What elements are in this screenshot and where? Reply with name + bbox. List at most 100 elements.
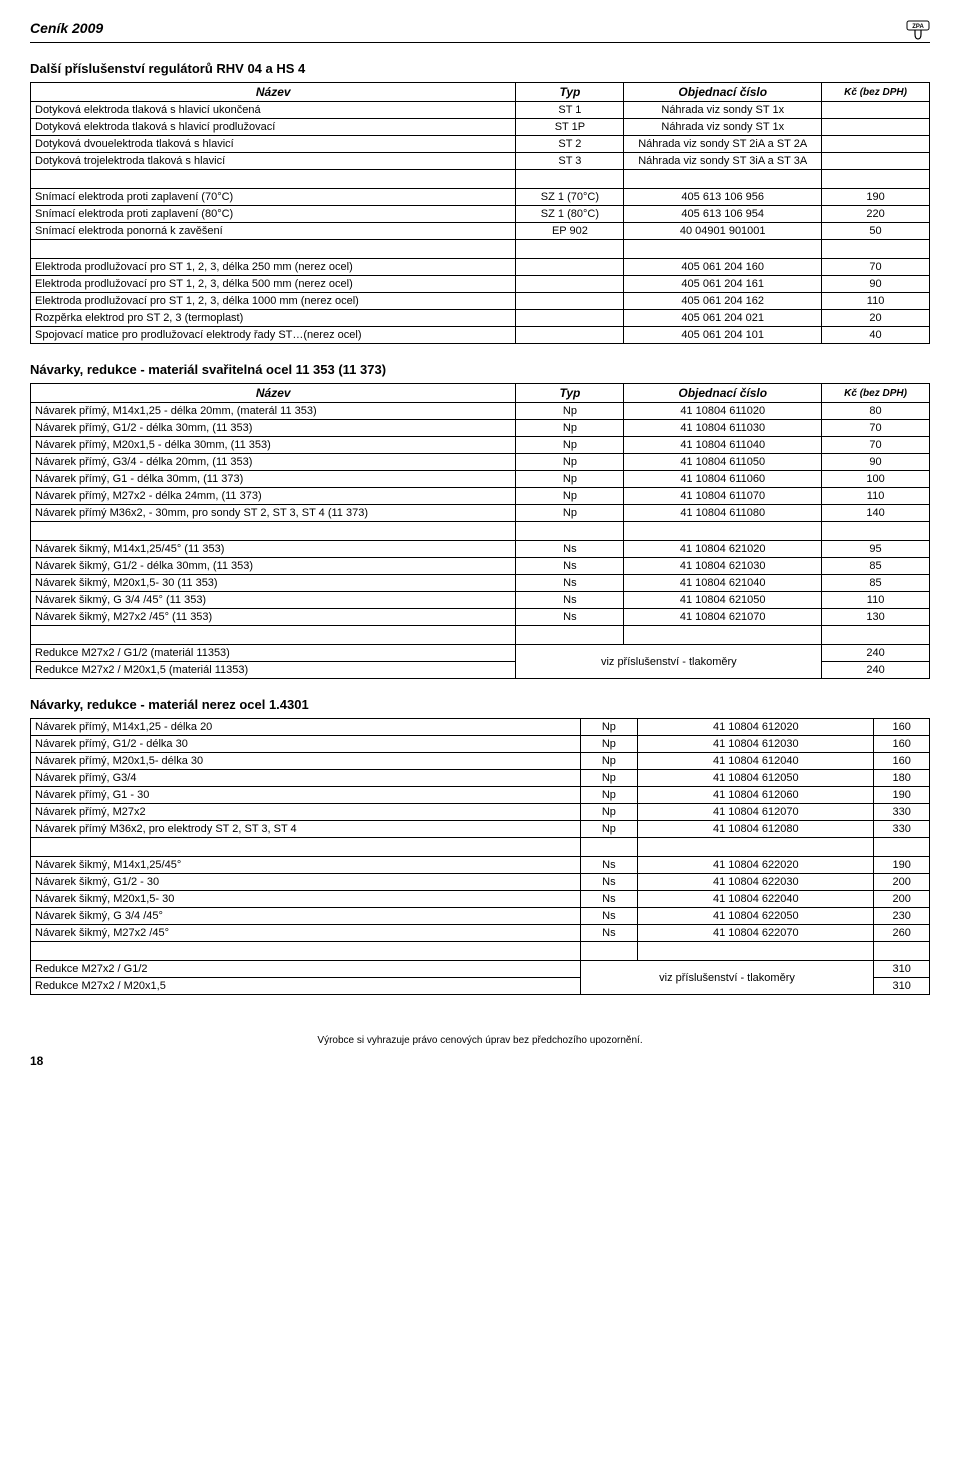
code-cell: 41 10804 611080: [624, 505, 822, 522]
name-cell: Návarek šikmý, M27x2 /45°: [31, 925, 581, 942]
page-header: Ceník 2009 ZPA: [30, 20, 930, 43]
name-cell: Návarek přímý, G3/4: [31, 770, 581, 787]
code-cell: 41 10804 622030: [638, 874, 874, 891]
blank-cell: [516, 240, 624, 259]
table-row: Návarek šikmý, G 3/4 /45° (11 353)Ns41 1…: [31, 592, 930, 609]
type-cell: Np: [516, 505, 624, 522]
code-cell: Náhrada viz sondy ST 1x: [624, 119, 822, 136]
name-cell: Elektroda prodlužovací pro ST 1, 2, 3, d…: [31, 259, 516, 276]
blank-cell: [624, 522, 822, 541]
section3-table: Návarek přímý, M14x1,25 - délka 20Np41 1…: [30, 718, 930, 995]
price-cell: 330: [874, 804, 930, 821]
blank-cell: [874, 942, 930, 961]
name-cell: Návarek přímý, M20x1,5 - délka 30mm, (11…: [31, 437, 516, 454]
blank-cell: [822, 170, 930, 189]
blank-cell: [31, 942, 581, 961]
blank-cell: [822, 522, 930, 541]
code-cell: 41 10804 622040: [638, 891, 874, 908]
type-cell: Np: [516, 437, 624, 454]
name-cell: Návarek šikmý, G 3/4 /45°: [31, 908, 581, 925]
name-cell: Redukce M27x2 / G1/2: [31, 961, 581, 978]
table-row: Elektroda prodlužovací pro ST 1, 2, 3, d…: [31, 276, 930, 293]
blank-cell: [580, 838, 638, 857]
type-cell: Ns: [516, 592, 624, 609]
code-cell: 405 061 204 161: [624, 276, 822, 293]
price-cell: 240: [822, 645, 930, 662]
table-row: Návarek šikmý, M14x1,25/45°Ns41 10804 62…: [31, 857, 930, 874]
blank-cell: [822, 626, 930, 645]
type-cell: Ns: [580, 908, 638, 925]
price-cell: 220: [822, 206, 930, 223]
blank-cell: [624, 170, 822, 189]
table-row: Redukce M27x2 / G1/2 (materiál 11353)viz…: [31, 645, 930, 662]
code-cell: Náhrada viz sondy ST 3iA a ST 3A: [624, 153, 822, 170]
name-cell: Návarek šikmý, M20x1,5- 30: [31, 891, 581, 908]
code-cell: 41 10804 621070: [624, 609, 822, 626]
type-cell: Np: [516, 420, 624, 437]
table-row: [31, 626, 930, 645]
table-row: Návarek přímý, G3/4 - délka 20mm, (11 35…: [31, 454, 930, 471]
table-row: Návarek přímý, M27x2 - délka 24mm, (11 3…: [31, 488, 930, 505]
table-row: [31, 240, 930, 259]
code-cell: 41 10804 611030: [624, 420, 822, 437]
name-cell: Návarek přímý, G1/2 - délka 30mm, (11 35…: [31, 420, 516, 437]
price-cell: 20: [822, 310, 930, 327]
price-cell: 110: [822, 592, 930, 609]
code-cell: 41 10804 621040: [624, 575, 822, 592]
type-cell: Np: [580, 719, 638, 736]
name-cell: Redukce M27x2 / G1/2 (materiál 11353): [31, 645, 516, 662]
code-cell: 40 04901 901001: [624, 223, 822, 240]
blank-cell: [638, 942, 874, 961]
type-cell: Np: [516, 488, 624, 505]
type-cell: Ns: [516, 609, 624, 626]
price-cell: 240: [822, 662, 930, 679]
name-cell: Návarek šikmý, M14x1,25/45°: [31, 857, 581, 874]
name-cell: Dotyková dvouelektroda tlaková s hlavicí: [31, 136, 516, 153]
svg-text:ZPA: ZPA: [912, 24, 924, 30]
price-cell: 80: [822, 403, 930, 420]
code-cell: 41 10804 612060: [638, 787, 874, 804]
type-cell: Ns: [580, 891, 638, 908]
name-cell: Návarek přímý, G1 - délka 30mm, (11 373): [31, 471, 516, 488]
name-cell: Návarek šikmý, M27x2 /45° (11 353): [31, 609, 516, 626]
price-cell: 50: [822, 223, 930, 240]
name-cell: Návarek přímý M36x2, - 30mm, pro sondy S…: [31, 505, 516, 522]
code-cell: 41 10804 611060: [624, 471, 822, 488]
price-cell: 70: [822, 437, 930, 454]
type-cell: [516, 259, 624, 276]
table-row: Návarek šikmý, G 3/4 /45°Ns41 10804 6220…: [31, 908, 930, 925]
type-cell: [516, 327, 624, 344]
table-row: Dotyková trojelektroda tlaková s hlavicí…: [31, 153, 930, 170]
type-cell: Np: [516, 471, 624, 488]
type-cell: ST 3: [516, 153, 624, 170]
code-cell: 405 061 204 101: [624, 327, 822, 344]
footnote: Výrobce si vyhrazuje právo cenových úpra…: [30, 1035, 930, 1046]
table-row: [31, 522, 930, 541]
table-row: Snímací elektroda proti zaplavení (80°C)…: [31, 206, 930, 223]
type-cell: SZ 1 (80°C): [516, 206, 624, 223]
name-cell: Dotyková elektroda tlaková s hlavicí uko…: [31, 102, 516, 119]
type-cell: SZ 1 (70°C): [516, 189, 624, 206]
blank-cell: [31, 170, 516, 189]
col-price-header: Kč (bez DPH): [822, 384, 930, 403]
price-cell: 85: [822, 558, 930, 575]
type-cell: Ns: [580, 925, 638, 942]
name-cell: Návarek přímý, G1/2 - délka 30: [31, 736, 581, 753]
name-cell: Návarek šikmý, M20x1,5- 30 (11 353): [31, 575, 516, 592]
table-row: Návarek přímý, G3/4Np41 10804 612050180: [31, 770, 930, 787]
table-row: Elektroda prodlužovací pro ST 1, 2, 3, d…: [31, 293, 930, 310]
blank-cell: [624, 626, 822, 645]
type-cell: EP 902: [516, 223, 624, 240]
table-row: Návarek přímý, G1/2 - délka 30mm, (11 35…: [31, 420, 930, 437]
table-row: Návarek šikmý, G1/2 - 30Ns41 10804 62203…: [31, 874, 930, 891]
section1-table: Název Typ Objednací číslo Kč (bez DPH) D…: [30, 82, 930, 344]
blank-cell: [624, 240, 822, 259]
col-type-header: Typ: [516, 83, 624, 102]
section2-title: Návarky, redukce - materiál svařitelná o…: [30, 362, 930, 377]
code-cell: 41 10804 611070: [624, 488, 822, 505]
type-cell: Np: [580, 770, 638, 787]
code-cell: 41 10804 611040: [624, 437, 822, 454]
name-cell: Snímací elektroda ponorná k zavěšení: [31, 223, 516, 240]
type-cell: ST 1: [516, 102, 624, 119]
table-row: [31, 838, 930, 857]
